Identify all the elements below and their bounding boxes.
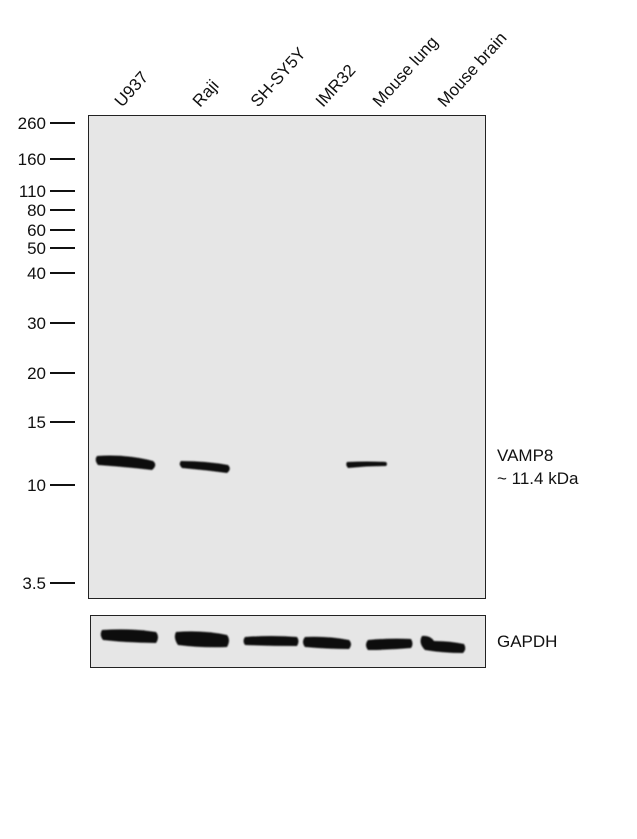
band xyxy=(303,636,351,649)
marker-label: 60 xyxy=(27,221,46,240)
marker-label: 260 xyxy=(18,114,46,133)
band xyxy=(243,636,299,646)
target-name: VAMP8 xyxy=(497,446,553,465)
marker-label: 160 xyxy=(18,150,46,169)
marker-label: 30 xyxy=(27,314,46,333)
lane-label: Raji xyxy=(189,76,223,110)
marker-label: 80 xyxy=(27,201,46,220)
band xyxy=(346,461,387,468)
marker-label: 20 xyxy=(27,364,46,383)
lane-label: U937 xyxy=(111,68,152,111)
band xyxy=(420,635,466,653)
band xyxy=(179,461,230,473)
band xyxy=(95,455,156,470)
marker-label: 3.5 xyxy=(22,574,46,593)
loading-control-label: GAPDH xyxy=(497,632,557,651)
marker-label: 110 xyxy=(19,182,46,201)
marker-label: 15 xyxy=(27,413,46,432)
band xyxy=(366,638,413,650)
band xyxy=(100,629,158,643)
lane-label: Mouse lung xyxy=(369,33,442,111)
target-bands xyxy=(95,455,387,473)
loading-control-bands xyxy=(100,629,466,653)
marker-label: 50 xyxy=(27,239,46,258)
lane-label: Mouse brain xyxy=(434,28,511,110)
lane-label: SH-SY5Y xyxy=(247,44,310,111)
marker-label: 10 xyxy=(27,476,46,495)
marker-label: 40 xyxy=(27,264,46,283)
band xyxy=(174,631,229,648)
blot-membrane xyxy=(88,115,486,599)
target-size: ~ 11.4 kDa xyxy=(497,469,579,488)
lane-label: IMR32 xyxy=(312,61,360,111)
